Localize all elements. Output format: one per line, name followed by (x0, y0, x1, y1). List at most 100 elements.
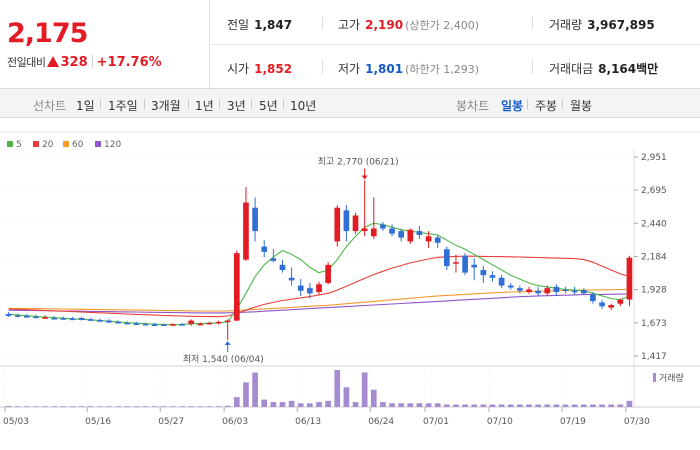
candle-body (197, 323, 204, 326)
period-3m[interactable]: 3개월 (151, 99, 181, 113)
candle-body (115, 321, 121, 324)
volume-bar (288, 400, 295, 407)
volume-bar (352, 402, 359, 407)
volume-bar (215, 406, 222, 407)
candle-body (434, 237, 441, 243)
candle-body (224, 320, 231, 323)
candle-body (453, 262, 459, 264)
candle-body (380, 224, 386, 229)
candle-body (471, 264, 478, 268)
candle-body (215, 321, 222, 324)
volume-bar (151, 406, 158, 407)
candle-body (352, 215, 359, 232)
volume-bar (106, 406, 112, 407)
volume-bar (78, 406, 85, 407)
volume-bar (142, 406, 149, 407)
candle-body (69, 318, 76, 321)
candle-body (252, 207, 258, 232)
candle-body (261, 246, 268, 252)
y-tick-label: 2,440 (641, 219, 667, 229)
candle-body (416, 231, 423, 235)
volume-bar (224, 405, 231, 407)
volume-bar (133, 406, 140, 407)
volume-bar (480, 404, 487, 407)
x-tick-label: 05/27 (158, 417, 184, 427)
x-tick-label: 06/13 (295, 417, 321, 427)
candle-body (297, 285, 304, 291)
candle-weekly[interactable]: 주봉 (535, 99, 558, 113)
volume-bar (69, 406, 76, 407)
volume-bar (453, 404, 459, 407)
prev-close: 전일 1,847 (227, 18, 293, 32)
volume-bar (535, 404, 541, 407)
ma5-line (8, 222, 630, 326)
up-arrow-icon (47, 56, 60, 67)
period-1y[interactable]: 1년 (195, 99, 214, 113)
change-percent: +17.76% (96, 55, 162, 70)
volume-bar (197, 406, 204, 407)
volume-bar (270, 402, 277, 407)
divider (211, 44, 700, 45)
divider (91, 55, 93, 67)
x-tick-label: 07/19 (560, 417, 586, 427)
line-chart-label: 선차트 (33, 99, 67, 113)
open-price: 시가 1,852 (227, 62, 293, 76)
candle-body (562, 289, 569, 291)
candle-body (78, 317, 85, 320)
candle-daily[interactable]: 일봉 (501, 99, 524, 113)
ma120-line (8, 293, 630, 314)
volume-bar (571, 404, 578, 407)
volume-bar (33, 406, 39, 407)
candle-body (535, 290, 541, 294)
volume-bar (115, 406, 121, 407)
candle-monthly[interactable]: 월봉 (570, 99, 593, 113)
volume-bar (51, 406, 58, 407)
volume-bar (562, 404, 569, 407)
candle-body (233, 253, 240, 321)
volume-bar (60, 406, 67, 407)
period-1d[interactable]: 1일 (76, 99, 95, 113)
volume-legend-swatch (653, 373, 656, 382)
divider (322, 60, 323, 74)
volume-bar (188, 406, 195, 407)
high-price: 고가 2,190 (상한가 2,400) (338, 18, 479, 32)
candle-body (23, 316, 30, 318)
volume-bar (380, 402, 386, 407)
candle-body (160, 324, 167, 326)
quote-summary: 2,175 전일대비 328 +17.76% 전일 1,847 고가 2,190 (상한가… (0, 0, 700, 89)
period-1w[interactable]: 1주일 (108, 99, 138, 113)
candle-body (507, 285, 514, 288)
x-tick-label: 07/30 (624, 417, 650, 427)
volume-bar (553, 404, 560, 407)
candle-body (389, 228, 395, 234)
volume-bar (307, 403, 313, 407)
volume-bar (389, 403, 395, 407)
candle-body (443, 249, 450, 267)
candle-body (179, 324, 185, 326)
period-3y[interactable]: 3년 (227, 99, 246, 113)
period-5y[interactable]: 5년 (259, 99, 278, 113)
high-arrow-icon (361, 175, 368, 180)
candle-body (325, 264, 331, 283)
candle-body (151, 324, 158, 326)
period-bar: 선차트 1일 1주일 3개월 1년 3년 5년 10년 봉차트 일봉 주봉 월봉 (0, 89, 700, 118)
candle-body (526, 289, 532, 293)
volume-bar (617, 404, 624, 407)
candle-body (398, 231, 405, 238)
candle-body (517, 288, 523, 291)
period-10y[interactable]: 10년 (290, 99, 317, 113)
x-tick-label: 07/01 (423, 417, 449, 427)
candle-body (316, 284, 322, 293)
candle-chart-label: 봉차트 (456, 99, 490, 113)
volume-summary: 거래량 3,967,895 (549, 18, 655, 32)
divider (532, 16, 533, 30)
volume-legend-label: 거래량 (659, 372, 684, 384)
candle-body (279, 264, 286, 270)
volume-bar (179, 406, 185, 407)
legend-ma5: 5 (7, 140, 22, 150)
legend-ma120: 120 (95, 140, 121, 150)
candle-body (87, 319, 94, 321)
divider (532, 60, 533, 74)
candle-body (480, 269, 487, 276)
